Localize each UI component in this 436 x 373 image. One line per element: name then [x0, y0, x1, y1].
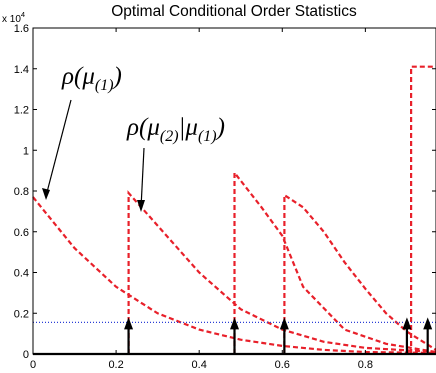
x-tick-label: 0.8	[358, 359, 373, 371]
series-layer	[32, 65, 436, 356]
series-line-4	[283, 193, 436, 354]
annotation-arrowhead-rho-mu2	[137, 200, 145, 212]
stem-arrowhead-2	[230, 317, 239, 330]
stem-arrowhead-1	[124, 317, 134, 330]
annotation-arrow-rho-mu1	[45, 99, 72, 197]
x-axis: 0 0.2 0.4 0.6 0.8	[30, 28, 373, 371]
y-tick-label: 0.8	[14, 186, 29, 198]
x-tick-label: 0.4	[192, 359, 207, 371]
annotations-layer: ρ(μ(1)) ρ(μ(2)|μ(1))	[42, 63, 225, 212]
y-tick-label: 1.2	[14, 105, 29, 117]
y-tick-label: 0.4	[14, 268, 29, 280]
stem-arrowhead-5	[423, 317, 433, 330]
y-tick-label: 1	[23, 145, 29, 157]
y-tick-label: 1.4	[14, 64, 29, 76]
y-tick-label: 1.6	[14, 23, 29, 35]
y-tick-label: 0	[23, 349, 29, 361]
annotation-arrowhead-rho-mu1	[42, 188, 50, 200]
x-tick-label: 0.6	[275, 359, 290, 371]
annotation-rho-mu1: ρ(μ(1))	[61, 63, 122, 94]
y-axis: 0 0.2 0.4 0.6 0.8 1 1.2 1.4 1.6	[14, 23, 436, 361]
x-tick-label: 0.2	[108, 359, 123, 371]
series-line-1	[32, 196, 436, 355]
annotation-arrow-rho-mu2	[140, 147, 145, 209]
stem-arrowhead-4	[402, 317, 412, 330]
chart-title: Optimal Conditional Order Statistics	[111, 3, 357, 20]
series-line-2	[127, 190, 436, 354]
series-line-3	[233, 169, 436, 354]
stems-layer	[124, 317, 433, 354]
stem-arrowhead-3	[279, 317, 289, 330]
y-multiplier-base: x 10	[2, 14, 21, 25]
y-multiplier-exponent: 4	[21, 10, 25, 19]
y-multiplier-label: x 104	[2, 10, 25, 25]
y-tick-label: 0.6	[14, 227, 29, 239]
annotation-rho-mu2-given-mu1: ρ(μ(2)|μ(1))	[126, 114, 225, 145]
x-tick-label: 0	[30, 359, 36, 371]
y-tick-label: 0.2	[14, 308, 29, 320]
